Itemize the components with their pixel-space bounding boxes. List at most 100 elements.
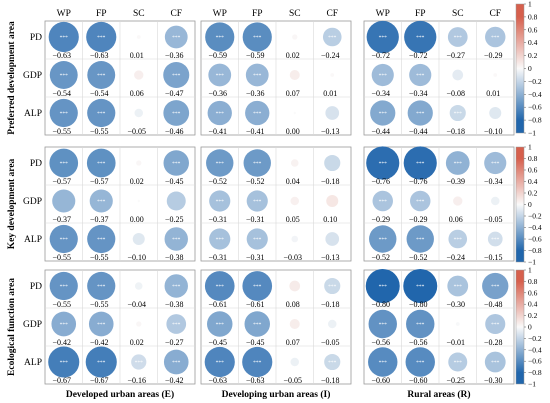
significance-mark: *** [60, 161, 69, 167]
significance-mark: *** [216, 199, 225, 205]
panel-2-1: *** −0.61 *** −0.61 0.08 *** −0.18 *** −0.45 *** −… [200, 269, 352, 385]
correlation-circle [407, 100, 433, 126]
correlation-circle [487, 231, 503, 247]
correlation-circle [87, 271, 116, 301]
correlation-circle [209, 190, 231, 212]
significance-mark: *** [416, 111, 425, 117]
panel-1-1: *** −0.52 *** −0.52 0.04 −0.18 *** −0.31 *** −0.3… [200, 146, 352, 262]
correlation-circle [207, 100, 232, 126]
correlation-circle [484, 351, 506, 373]
colorbar-tick-label: 0 [528, 64, 532, 73]
correlation-value-label: −0.37 [90, 215, 109, 224]
correlation-circle [406, 309, 435, 339]
correlation-value-label: −0.03 [283, 253, 302, 262]
panel-1-0: *** −0.57 *** −0.57 0.02 *** −0.45 −0.37 *** −0.3… [44, 146, 196, 262]
correlation-value-label: −0.55 [52, 253, 71, 262]
significance-mark: *** [135, 360, 144, 366]
significance-mark: *** [379, 237, 388, 243]
correlation-circle [289, 318, 300, 330]
correlation-value-label: −0.08 [446, 89, 465, 98]
colorbar-tick-label: 0 [528, 323, 532, 332]
column-header: SC [452, 9, 464, 19]
correlation-value-label: 0.02 [130, 338, 144, 347]
significance-mark: *** [416, 35, 425, 41]
correlation-circle [242, 346, 273, 378]
correlation-circle [290, 357, 299, 367]
significance-mark: *** [416, 322, 425, 328]
correlation-circle [134, 108, 143, 118]
colorbar-strip [515, 146, 525, 263]
significance-mark: *** [416, 199, 425, 205]
significance-mark: *** [379, 73, 388, 79]
panel-2-2: *** −0.80 *** −0.80 *** −0.30 *** −0.48 *** −0.56… [363, 269, 515, 385]
significance-mark: *** [379, 284, 388, 290]
significance-mark: *** [216, 360, 225, 366]
correlation-circle [89, 189, 113, 213]
correlation-circle [86, 148, 116, 178]
correlation-circle [204, 271, 235, 301]
correlation-circle [292, 34, 298, 40]
correlation-circle [330, 73, 335, 77]
row-group-title: Preferred development area [7, 21, 17, 135]
correlation-value-label: −0.31 [246, 253, 265, 262]
correlation-value-label: −0.38 [165, 253, 184, 262]
correlation-circle [453, 196, 463, 206]
correlation-circle [134, 70, 144, 80]
correlation-value-label: −0.80 [409, 300, 428, 309]
correlation-value-label: −0.34 [484, 177, 503, 186]
significance-mark: *** [416, 360, 425, 366]
correlation-value-label: 0.02 [286, 51, 300, 60]
correlation-value-label: 0.07 [286, 89, 300, 98]
correlation-circle [49, 271, 78, 301]
significance-mark: *** [379, 360, 388, 366]
correlation-value-label: −0.45 [208, 338, 227, 347]
correlation-value-label: −0.41 [208, 127, 227, 136]
correlation-circle [207, 311, 233, 337]
correlation-value-label: 0.06 [130, 89, 144, 98]
significance-mark: *** [172, 284, 181, 290]
correlation-value-label: −0.31 [208, 253, 227, 262]
panel-1-2: *** −0.76 *** −0.76 *** −0.39 *** −0.34 *** −0.29… [363, 146, 515, 262]
significance-mark: *** [216, 73, 225, 79]
correlation-circle [410, 190, 431, 212]
correlation-circle [243, 149, 271, 177]
row-group-title: Key development area [7, 158, 17, 249]
correlation-value-label: −0.52 [208, 177, 227, 186]
significance-mark: *** [253, 73, 262, 79]
significance-mark: *** [253, 360, 262, 366]
correlation-value-label: −0.60 [409, 376, 428, 385]
significance-mark: *** [60, 35, 69, 41]
correlation-value-label: −0.18 [321, 300, 340, 309]
correlation-circle [491, 196, 500, 206]
colorbar-tick-label: −0.4 [528, 345, 542, 354]
correlation-value-label: −0.42 [90, 338, 109, 347]
correlation-value-label: −0.80 [371, 300, 390, 309]
correlation-value-label: −0.05 [321, 338, 340, 347]
correlation-circle [85, 346, 117, 378]
colorbar-tick-label: 1 [528, 266, 532, 275]
correlation-circle [325, 106, 340, 120]
significance-mark: *** [60, 73, 69, 79]
correlation-value-label: −0.55 [52, 300, 71, 309]
correlation-value-label: −0.24 [321, 51, 340, 60]
correlation-circle [205, 22, 235, 52]
row-label: GDP [23, 71, 42, 81]
significance-mark: *** [454, 284, 463, 290]
correlation-circle [447, 275, 469, 297]
significance-mark: *** [216, 161, 225, 167]
significance-mark: *** [97, 284, 106, 290]
correlation-circle [209, 228, 231, 250]
correlation-circle [447, 27, 468, 47]
correlation-circle [246, 228, 268, 250]
correlation-value-label: 0.01 [323, 89, 337, 98]
colorbar-tick-label: 0.4 [528, 38, 538, 47]
significance-mark: *** [253, 35, 262, 41]
correlation-value-label: −0.31 [246, 215, 265, 224]
colorbar-tick-label: 0.8 [528, 277, 538, 286]
correlation-value-label: −0.54 [52, 89, 71, 98]
correlation-circle [324, 353, 341, 371]
correlation-value-label: −0.30 [446, 300, 465, 309]
column-header: CF [489, 9, 501, 19]
correlation-value-label: −0.47 [165, 89, 184, 98]
column-header: CF [170, 9, 182, 19]
